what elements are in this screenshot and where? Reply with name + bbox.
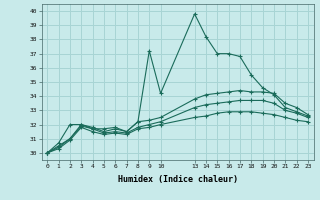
X-axis label: Humidex (Indice chaleur): Humidex (Indice chaleur): [118, 175, 237, 184]
